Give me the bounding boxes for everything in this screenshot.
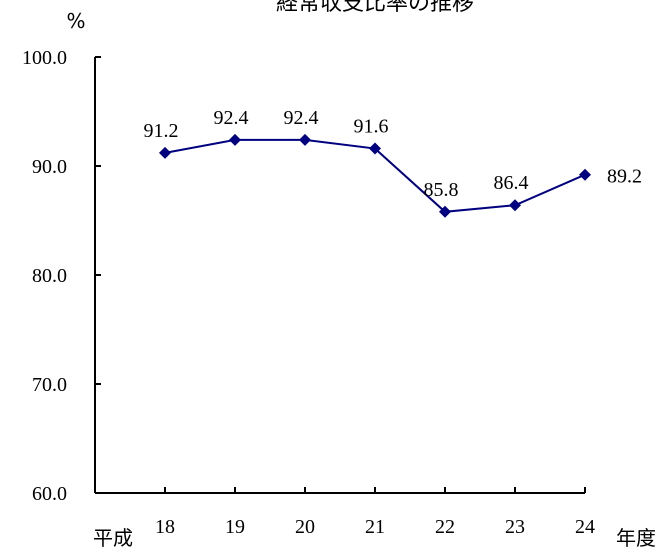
data-labels: 91.2 92.4 92.4 91.6 85.8 86.4 89.2 <box>144 107 643 201</box>
x-axis-ticks: 18 19 20 21 22 23 24 <box>155 487 595 538</box>
y-tick-label: 70.0 <box>32 374 67 396</box>
y-tick-label: 100.0 <box>22 47 67 69</box>
data-point-marker <box>299 133 311 146</box>
x-tick-label: 18 <box>155 516 175 538</box>
x-tick-label: 21 <box>365 516 385 538</box>
data-label: 92.4 <box>284 107 319 129</box>
data-point-marker <box>229 133 241 146</box>
y-axis-ticks: 60.0 70.0 80.0 90.0 100.0 <box>22 47 101 505</box>
x-axis-unit-label: 年度 <box>616 526 656 550</box>
data-label: 91.6 <box>354 116 389 138</box>
data-point-marker <box>579 168 591 181</box>
y-tick-label: 90.0 <box>32 156 67 178</box>
y-axis-unit-label: % <box>66 9 85 33</box>
series-line-group <box>159 133 591 218</box>
data-point-marker <box>369 142 381 155</box>
y-tick-label: 80.0 <box>32 265 67 287</box>
data-point-marker <box>439 205 451 218</box>
data-label: 91.2 <box>144 120 179 142</box>
x-tick-label: 20 <box>295 516 315 538</box>
y-tick-label: 60.0 <box>32 483 67 505</box>
data-label: 92.4 <box>214 107 249 129</box>
x-tick-label: 24 <box>575 516 595 538</box>
data-label: 89.2 <box>607 166 642 188</box>
x-tick-label: 22 <box>435 516 455 538</box>
chart-title: 経常収支比率の推移 <box>276 0 474 16</box>
x-tick-label: 19 <box>225 516 245 538</box>
data-label: 85.8 <box>424 179 459 201</box>
data-label: 86.4 <box>494 172 529 194</box>
x-tick-label: 23 <box>505 516 525 538</box>
data-point-marker <box>159 146 171 159</box>
data-point-marker <box>509 199 521 212</box>
x-axis-prefix-label: 平成 <box>93 526 133 550</box>
